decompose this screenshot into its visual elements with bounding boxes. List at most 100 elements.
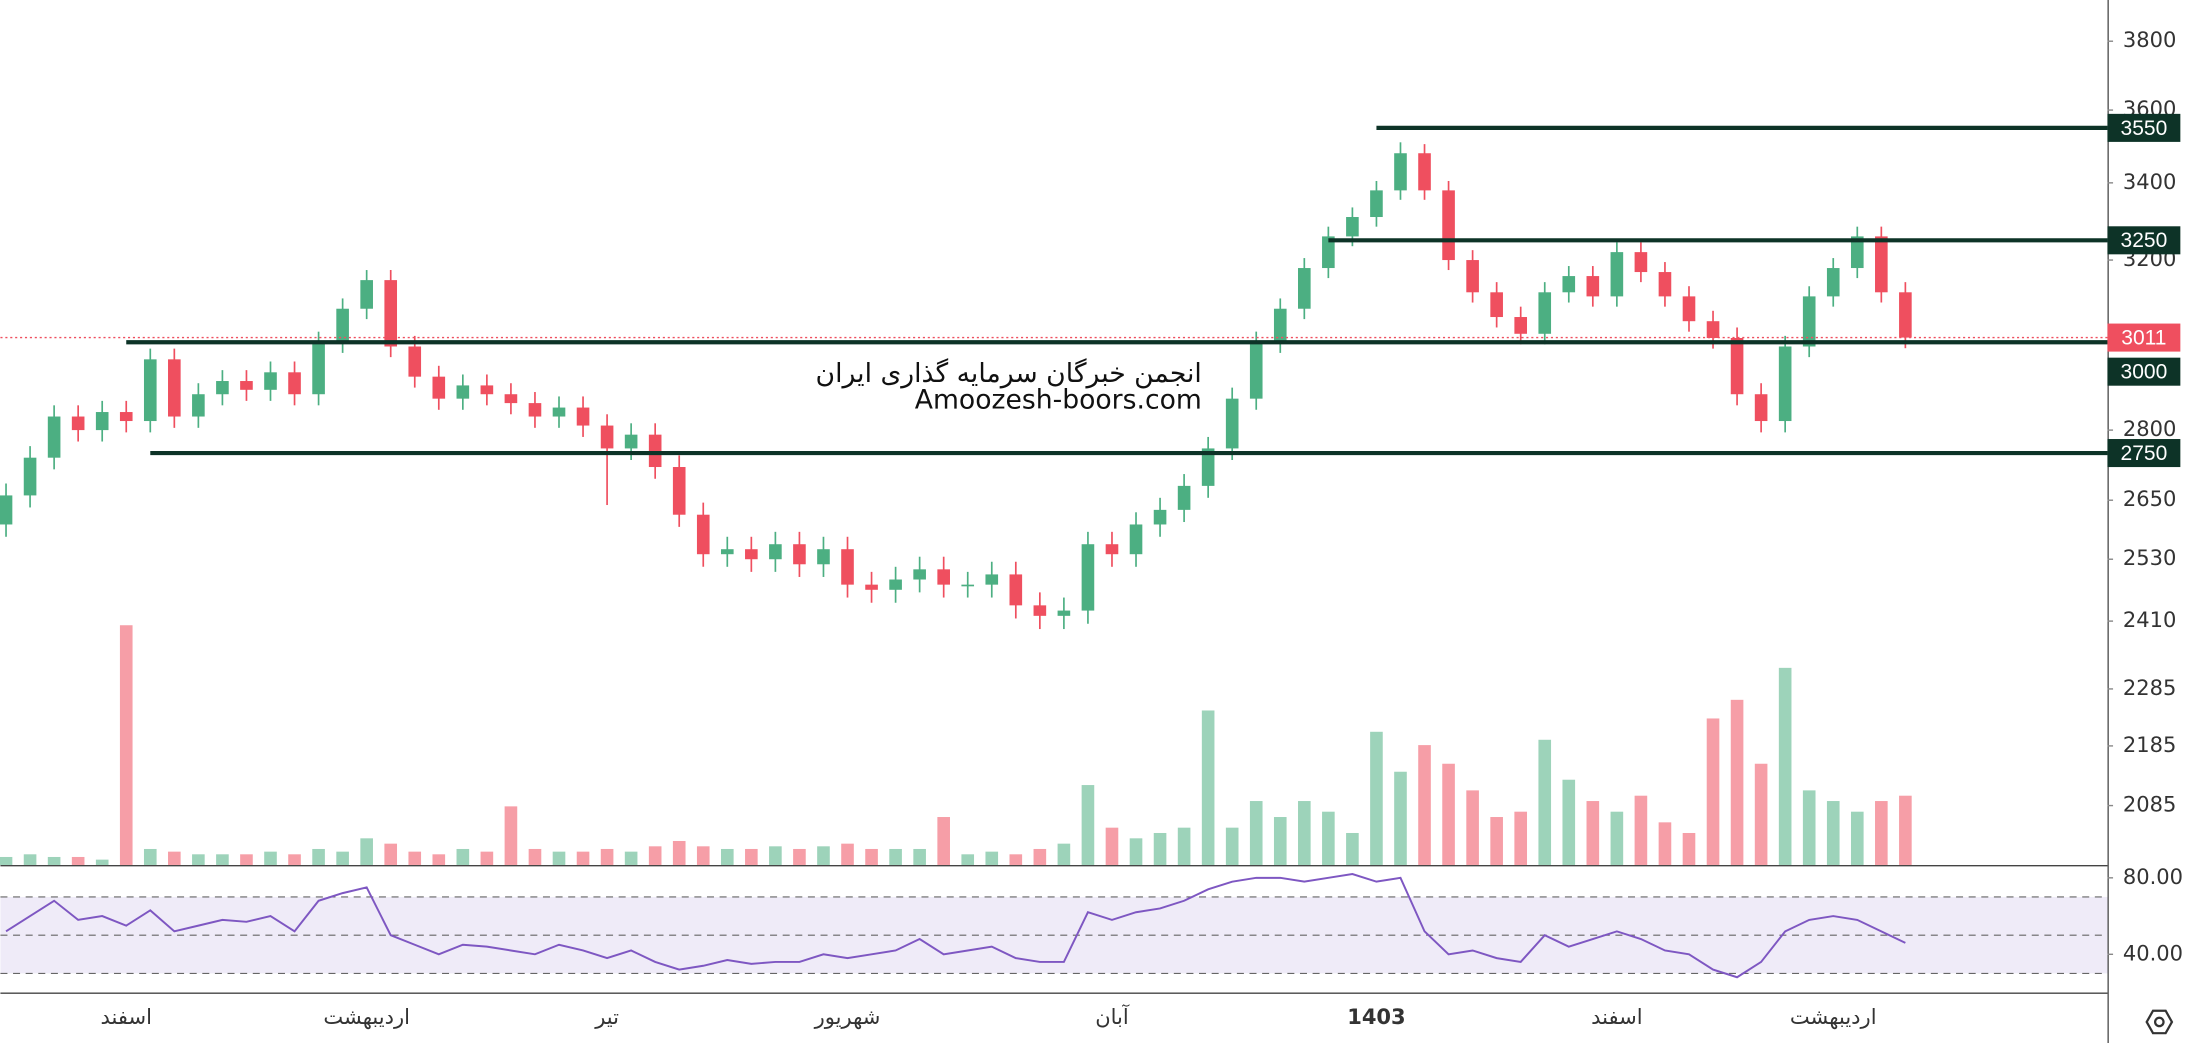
volume-bar	[23, 854, 37, 865]
candle-body	[720, 549, 734, 555]
volume-bar	[1730, 699, 1744, 865]
candle-body	[696, 514, 710, 555]
candle-body	[552, 407, 566, 417]
candle-body	[793, 544, 806, 565]
volume-bar	[1057, 843, 1071, 865]
candle-body	[1706, 321, 1720, 339]
candle-body	[1394, 153, 1407, 191]
volume-bar	[720, 848, 734, 865]
volume-bar	[192, 854, 205, 865]
candle-body	[1466, 260, 1479, 293]
candle-body	[360, 280, 373, 309]
volume-bar	[240, 854, 253, 865]
candle-body	[1586, 276, 1600, 297]
candle-body	[1322, 236, 1335, 269]
candle-body	[1346, 217, 1359, 237]
volume-bar	[1802, 790, 1816, 865]
candle-body	[192, 394, 205, 417]
volume-bar	[1346, 832, 1359, 865]
volume-bar	[1249, 801, 1263, 865]
settings-icon[interactable]	[2145, 1009, 2174, 1035]
y-tick-label: 2085	[2123, 792, 2176, 817]
volume-bar	[1754, 763, 1768, 865]
candle-body	[504, 394, 518, 404]
volume-bar	[961, 854, 975, 865]
volume-bar	[264, 851, 277, 865]
candle-body	[1081, 544, 1095, 611]
candle-body	[1129, 524, 1143, 555]
volume-bar	[1177, 827, 1191, 865]
candle-body	[865, 584, 878, 590]
candle-body	[1490, 292, 1503, 318]
candle-body	[600, 425, 614, 449]
x-tick-label: شهریور	[814, 1004, 881, 1029]
volume-bar	[1850, 811, 1864, 865]
volume-bar	[408, 851, 422, 865]
candle-body	[745, 549, 758, 560]
watermark-url: Amoozesh-boors.com	[915, 384, 1202, 415]
candle-body	[95, 412, 109, 431]
volume-bar	[480, 851, 494, 865]
candle-body	[456, 385, 470, 399]
volume-bar	[1610, 811, 1624, 865]
y-tick-label: 3400	[2123, 169, 2176, 194]
volume-bar	[1778, 667, 1792, 865]
volume-bar	[889, 848, 902, 865]
candle-body	[528, 403, 542, 417]
y-tick-label: 2285	[2123, 675, 2176, 700]
volume-bar	[1273, 817, 1287, 865]
candle-body	[841, 549, 854, 585]
x-tick-label: اسفند	[1591, 1004, 1642, 1029]
settings-hexagon	[2145, 1009, 2174, 1035]
candle-body	[1682, 296, 1696, 322]
plot-layer	[0, 142, 1912, 865]
x-tick-label: تیر	[594, 1004, 619, 1029]
candle-body	[769, 544, 782, 560]
volume-bar	[1586, 801, 1600, 865]
x-tick-label: اسفند	[101, 1004, 152, 1029]
candle-body	[817, 549, 830, 565]
volume-bar	[672, 840, 686, 865]
candle-body	[1418, 153, 1431, 191]
candle-body	[889, 579, 902, 590]
volume-bar	[624, 851, 638, 865]
volume-bar	[168, 851, 181, 865]
volume-bar	[865, 848, 878, 865]
volume-bar	[1538, 739, 1552, 865]
candle-body	[1899, 292, 1912, 338]
candle-body	[1057, 610, 1071, 616]
candle-body	[1826, 268, 1840, 297]
volume-bar	[360, 838, 373, 865]
settings-dot	[2153, 1016, 2165, 1028]
y-tick-label: 2185	[2123, 732, 2176, 757]
rsi-line	[5, 873, 1906, 979]
candle-body	[1514, 317, 1528, 334]
volume-bar	[504, 806, 518, 865]
candle-body	[1730, 338, 1744, 395]
candle-body	[672, 467, 686, 515]
rsi-tick-label: 80.00	[2123, 864, 2183, 889]
candle-body	[1658, 272, 1672, 297]
volume-bar	[648, 846, 662, 865]
candle-body	[1754, 394, 1768, 422]
candle-body	[576, 407, 590, 426]
candle-body	[240, 381, 253, 390]
volume-bar	[769, 846, 782, 865]
volume-bar	[1298, 801, 1311, 865]
volume-bar	[119, 625, 133, 865]
candle-body	[961, 584, 975, 587]
candle-body	[119, 412, 133, 422]
volume-bar	[1514, 811, 1528, 865]
rsi-tick-label: 40.00	[2123, 940, 2183, 965]
level-label-box	[2107, 226, 2181, 255]
candle-body	[985, 574, 999, 585]
volume-bar	[71, 856, 85, 865]
volume-bar	[1442, 763, 1455, 865]
volume-bar	[1706, 718, 1720, 865]
volume-bar	[95, 859, 109, 865]
level-label: 3250	[2121, 229, 2168, 252]
candle-body	[1370, 190, 1383, 218]
y-tick-label: 3800	[2123, 27, 2176, 52]
volume-bar	[1682, 832, 1696, 865]
